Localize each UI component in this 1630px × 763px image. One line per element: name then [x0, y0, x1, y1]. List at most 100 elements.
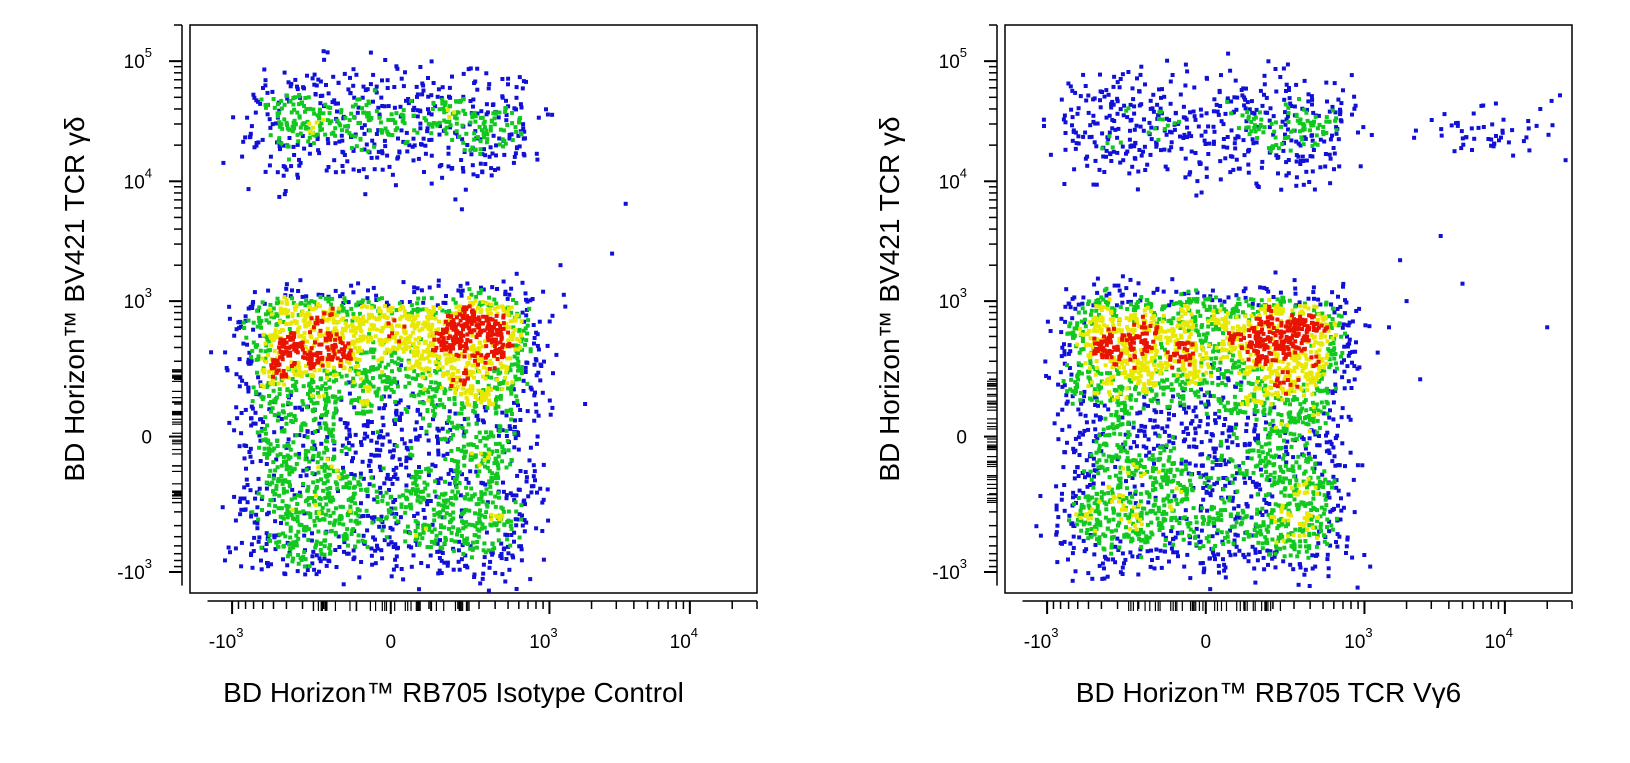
- data-point: [312, 111, 317, 116]
- data-point: [279, 426, 284, 431]
- data-point: [482, 147, 486, 152]
- data-point: [287, 510, 292, 515]
- data-point: [1242, 443, 1247, 448]
- data-point: [347, 351, 352, 356]
- data-point: [1333, 382, 1338, 387]
- data-point: [394, 64, 399, 69]
- data-point: [1212, 523, 1217, 528]
- data-point: [363, 88, 368, 93]
- data-point: [320, 413, 324, 418]
- data-point: [503, 110, 508, 114]
- data-point: [520, 371, 524, 375]
- data-point: [299, 424, 304, 429]
- data-point: [1330, 389, 1335, 394]
- data-point: [291, 300, 296, 305]
- data-point: [324, 423, 329, 428]
- data-point: [308, 515, 313, 519]
- data-point: [307, 395, 312, 400]
- data-point: [334, 332, 339, 337]
- data-point: [250, 302, 255, 307]
- y-axis-title: BD Horizon™ BV421 TCR γδ: [59, 116, 90, 481]
- data-point: [488, 401, 493, 406]
- data-point: [1235, 443, 1240, 448]
- data-point: [503, 323, 508, 328]
- data-point: [1070, 521, 1075, 526]
- data-point: [326, 141, 331, 146]
- data-point: [475, 521, 480, 526]
- data-point: [1165, 424, 1170, 429]
- data-point: [358, 471, 363, 476]
- data-point: [471, 443, 476, 447]
- data-point: [1210, 298, 1215, 303]
- data-point: [479, 396, 484, 401]
- data-point: [504, 98, 508, 103]
- data-point: [1221, 557, 1225, 562]
- data-point: [1326, 574, 1331, 579]
- data-point: [260, 300, 265, 305]
- data-point: [342, 348, 347, 352]
- data-point: [1193, 431, 1198, 436]
- data-point: [439, 523, 443, 528]
- data-point: [473, 114, 478, 119]
- data-point: [1071, 546, 1076, 550]
- data-point: [464, 520, 469, 525]
- data-point: [221, 160, 226, 165]
- data-point: [266, 510, 271, 515]
- data-point: [269, 314, 274, 319]
- data-point: [495, 311, 500, 316]
- data-point: [268, 133, 273, 138]
- data-point: [1059, 354, 1064, 359]
- data-point: [342, 540, 347, 545]
- data-point: [281, 340, 286, 345]
- data-point: [545, 487, 550, 492]
- data-point: [1218, 463, 1223, 467]
- data-point: [351, 315, 356, 320]
- data-point: [382, 350, 387, 355]
- data-point: [362, 131, 367, 136]
- data-point: [444, 340, 449, 345]
- data-point: [399, 358, 404, 363]
- data-point: [444, 357, 449, 362]
- data-point: [312, 72, 317, 77]
- data-point: [364, 103, 369, 108]
- data-point: [483, 550, 488, 555]
- data-point: [1228, 553, 1233, 558]
- data-point: [462, 305, 467, 310]
- data-point: [334, 506, 338, 511]
- data-point: [446, 371, 451, 376]
- data-point: [250, 406, 255, 411]
- data-point: [457, 567, 462, 572]
- data-point: [1204, 404, 1209, 409]
- data-point: [1242, 475, 1247, 480]
- data-point: [326, 363, 330, 368]
- data-point: [352, 555, 357, 560]
- data-point: [1221, 476, 1226, 480]
- data-point: [299, 341, 304, 346]
- data-point: [419, 142, 423, 147]
- data-point: [246, 360, 251, 365]
- data-point: [333, 126, 338, 131]
- data-point: [1071, 446, 1076, 451]
- data-point: [370, 515, 374, 520]
- data-point: [284, 120, 289, 125]
- data-point: [394, 339, 399, 344]
- data-point: [366, 419, 370, 424]
- data-point: [348, 348, 353, 353]
- data-point: [522, 319, 526, 324]
- data-point: [246, 357, 251, 362]
- data-point: [448, 125, 452, 130]
- data-point: [332, 447, 337, 452]
- data-point: [1078, 441, 1083, 446]
- data-point: [1062, 539, 1067, 544]
- data-point: [498, 517, 503, 522]
- data-point: [284, 521, 289, 526]
- data-point: [1354, 309, 1359, 313]
- data-point: [296, 360, 301, 365]
- data-point: [1062, 349, 1067, 354]
- data-point: [1303, 567, 1308, 572]
- data-point: [271, 97, 276, 101]
- data-point: [1198, 419, 1203, 423]
- data-point: [435, 549, 440, 554]
- data-point: [1254, 484, 1259, 489]
- data-point: [429, 112, 434, 117]
